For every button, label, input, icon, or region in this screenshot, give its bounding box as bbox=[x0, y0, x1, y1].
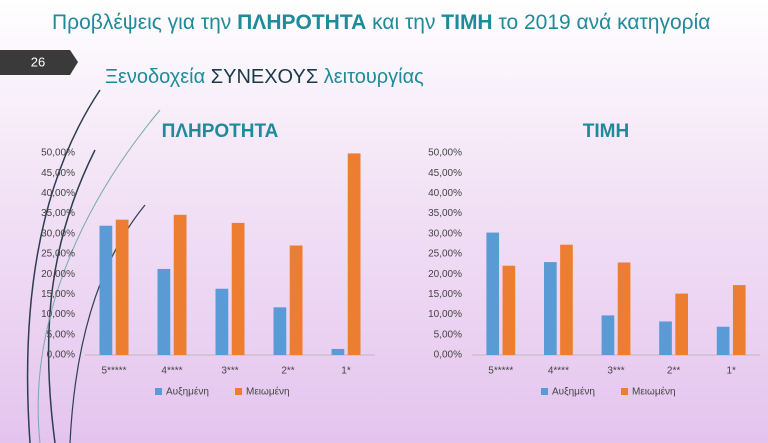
bar bbox=[544, 262, 557, 355]
title-part: και την bbox=[366, 11, 442, 34]
y-tick-label: 45,00% bbox=[41, 168, 75, 179]
bar bbox=[486, 232, 500, 355]
title-part: το 2019 ανά κατηγορία bbox=[492, 11, 711, 34]
y-tick-label: 20,00% bbox=[428, 269, 462, 280]
decor-line bbox=[37, 109, 161, 443]
bar bbox=[716, 326, 730, 355]
subtitle-part: ΣΥΝΕΧΟΥΣ bbox=[210, 66, 319, 88]
y-tick-label: 15,00% bbox=[428, 289, 462, 300]
x-tick-label: 2** bbox=[281, 366, 294, 377]
y-tick-label: 5,00% bbox=[434, 329, 462, 340]
y-tick-label: 25,00% bbox=[428, 249, 462, 260]
slide-subtitle: Ξενοδοχεία ΣΥΝΕΧΟΥΣ λειτουργίας bbox=[105, 66, 424, 89]
bar bbox=[617, 262, 631, 355]
page-tab bbox=[0, 50, 78, 75]
y-tick-label: 35,00% bbox=[428, 208, 462, 219]
decor-line bbox=[26, 89, 101, 443]
bar bbox=[115, 219, 129, 355]
y-tick-label: 25,00% bbox=[41, 249, 75, 260]
y-tick-label: 0,00% bbox=[434, 350, 462, 361]
legend-swatch bbox=[155, 388, 162, 395]
y-tick-label: 50,00% bbox=[41, 148, 75, 159]
decor-line bbox=[47, 149, 96, 443]
bar bbox=[560, 244, 573, 355]
y-tick-label: 5,00% bbox=[47, 329, 75, 340]
y-tick-label: 45,00% bbox=[428, 168, 462, 179]
x-tick-label: 1* bbox=[341, 366, 351, 377]
y-tick-label: 10,00% bbox=[428, 309, 462, 320]
legend-label: Μειωμένη bbox=[246, 386, 290, 398]
x-tick-label: 3*** bbox=[607, 366, 624, 377]
x-tick-label: 4**** bbox=[161, 366, 182, 377]
subtitle-part: Ξενοδοχεία bbox=[105, 66, 211, 88]
y-tick-label: 0,00% bbox=[47, 350, 75, 361]
y-tick-label: 15,00% bbox=[41, 289, 75, 300]
title-part: Προβλέψεις για την bbox=[52, 11, 238, 34]
legend-swatch bbox=[541, 388, 548, 395]
x-tick-label: 3*** bbox=[221, 366, 238, 377]
bar bbox=[289, 245, 303, 355]
legend-label: Αυξημένη bbox=[166, 386, 209, 398]
page-number: 26 bbox=[31, 54, 45, 69]
bar bbox=[173, 214, 187, 355]
slide-title: Προβλέψεις για την ΠΛΗΡΟΤΗΤΑ και την ΤΙΜ… bbox=[52, 11, 710, 35]
decor-line bbox=[69, 204, 146, 443]
bar bbox=[215, 288, 229, 355]
bar bbox=[659, 321, 672, 355]
chart-title: ΤΙΜΗ bbox=[583, 121, 629, 142]
bar bbox=[331, 348, 345, 355]
subtitle-part: λειτουργίας bbox=[318, 66, 424, 88]
x-tick-label: 4**** bbox=[548, 366, 569, 377]
legend-label: Μειωμένη bbox=[632, 386, 676, 398]
y-tick-label: 20,00% bbox=[41, 269, 75, 280]
bar bbox=[601, 315, 615, 355]
bar bbox=[99, 225, 113, 355]
y-tick-label: 40,00% bbox=[428, 188, 462, 199]
x-tick-label: 2** bbox=[667, 366, 680, 377]
y-tick-label: 10,00% bbox=[41, 309, 75, 320]
bar bbox=[231, 222, 245, 355]
chart-title: ΠΛΗΡΟΤΗΤΑ bbox=[162, 121, 279, 142]
title-part: ΠΛΗΡΟΤΗΤΑ bbox=[237, 11, 367, 34]
bar bbox=[273, 307, 287, 355]
y-tick-label: 35,00% bbox=[41, 208, 75, 219]
legend-swatch bbox=[621, 388, 628, 395]
bar bbox=[347, 153, 361, 355]
y-tick-label: 30,00% bbox=[428, 228, 462, 239]
legend-swatch bbox=[235, 388, 242, 395]
bar bbox=[675, 293, 688, 355]
legend-label: Αυξημένη bbox=[552, 386, 595, 398]
bar bbox=[502, 265, 516, 355]
title-part: ΤΙΜΗ bbox=[441, 11, 493, 34]
bar bbox=[732, 285, 746, 355]
x-tick-label: 5***** bbox=[101, 366, 126, 377]
x-tick-label: 1* bbox=[726, 366, 736, 377]
y-tick-label: 50,00% bbox=[428, 148, 462, 159]
y-tick-label: 30,00% bbox=[41, 228, 75, 239]
bar bbox=[157, 268, 171, 355]
y-tick-label: 40,00% bbox=[41, 188, 75, 199]
x-tick-label: 5***** bbox=[488, 366, 513, 377]
